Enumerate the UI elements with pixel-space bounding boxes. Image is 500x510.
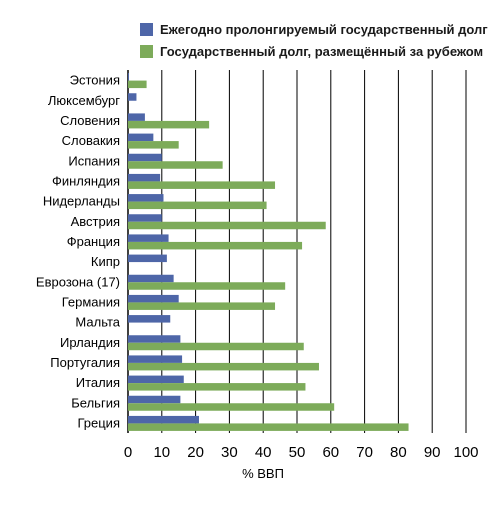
bar-rolled-over-debt [128, 133, 154, 142]
x-tick-label: 20 [187, 444, 204, 461]
x-tick-label: 10 [153, 444, 170, 461]
legend-label-foreign-debt: Государственный долг, размещённый за руб… [160, 44, 483, 59]
bars [128, 73, 409, 431]
category-label: Люксембург [48, 93, 120, 108]
category-label: Словения [60, 113, 120, 128]
category-label: Кипр [91, 254, 120, 269]
x-tick-labels: 0 10 20 30 40 50 60 70 80 90 100 [124, 444, 479, 461]
category-label: Греция [77, 415, 120, 430]
legend-label-rolled-over-debt: Ежегодно пролонгируемый государственный … [160, 22, 488, 37]
bar-foreign-debt [128, 201, 267, 210]
legend: Ежегодно пролонгируемый государственный … [140, 22, 488, 59]
category-label: Мальта [75, 315, 120, 330]
bar-rolled-over-debt [128, 415, 199, 424]
bar-foreign-debt [128, 403, 335, 411]
bar-rolled-over-debt [128, 173, 161, 182]
bar-foreign-debt [128, 302, 276, 310]
category-label: Испания [68, 153, 120, 168]
gridlines [127, 70, 467, 433]
category-label: Франция [67, 234, 120, 249]
category-label: Италия [76, 375, 120, 390]
bar-foreign-debt [128, 282, 286, 290]
bar-foreign-debt [128, 120, 210, 129]
bar-foreign-debt [128, 141, 179, 149]
category-label: Ирландия [60, 335, 120, 350]
bar-rolled-over-debt [128, 254, 167, 263]
category-label: Бельгия [71, 395, 120, 410]
category-labels: Эстония Люксембург Словения Словакия Испания… [36, 73, 121, 431]
bar-rolled-over-debt [128, 73, 130, 81]
x-tick-label: 100 [453, 444, 478, 461]
bar-rolled-over-debt [128, 395, 181, 404]
x-tick-label: 80 [390, 444, 407, 461]
category-label: Нидерланды [43, 194, 120, 209]
bar-foreign-debt [128, 342, 304, 351]
category-label: Португалия [50, 355, 120, 370]
legend-swatch-foreign-debt [140, 45, 153, 58]
category-label: Германия [62, 294, 120, 309]
bar-foreign-debt [128, 221, 326, 230]
bar-foreign-debt [128, 383, 306, 391]
bar-foreign-debt [128, 362, 319, 371]
category-label: Австрия [71, 214, 120, 229]
bar-rolled-over-debt [128, 234, 169, 242]
bar-rolled-over-debt [128, 113, 145, 121]
x-tick-label: 90 [424, 444, 441, 461]
x-tick-label: 0 [124, 444, 132, 461]
x-tick-label: 40 [255, 444, 272, 461]
bar-rolled-over-debt [128, 274, 174, 283]
category-label: Эстония [70, 73, 120, 88]
bar-rolled-over-debt [128, 214, 162, 222]
bar-rolled-over-debt [128, 355, 183, 363]
category-label: Словакия [62, 133, 120, 148]
bar-rolled-over-debt [128, 315, 171, 323]
category-label: Еврозона (17) [36, 274, 120, 289]
x-tick-label: 60 [322, 444, 339, 461]
bar-foreign-debt [128, 181, 276, 189]
bar-foreign-debt [128, 423, 409, 431]
x-axis-title: % ВВП [242, 466, 284, 481]
bar-rolled-over-debt [128, 93, 137, 101]
x-tick-label: 30 [221, 444, 238, 461]
category-label: Финляндия [52, 173, 120, 188]
bar-rolled-over-debt [128, 194, 164, 202]
bar-rolled-over-debt [128, 335, 181, 343]
x-tick-label: 70 [356, 444, 373, 461]
legend-swatch-rolled-over-debt [140, 23, 153, 36]
bar-rolled-over-debt [128, 375, 184, 384]
bar-rolled-over-debt [128, 153, 162, 162]
x-tick-label: 50 [289, 444, 306, 461]
bar-foreign-debt [128, 161, 223, 169]
bar-rolled-over-debt [128, 294, 179, 303]
bar-foreign-debt [128, 80, 147, 89]
bar-foreign-debt [128, 241, 303, 250]
